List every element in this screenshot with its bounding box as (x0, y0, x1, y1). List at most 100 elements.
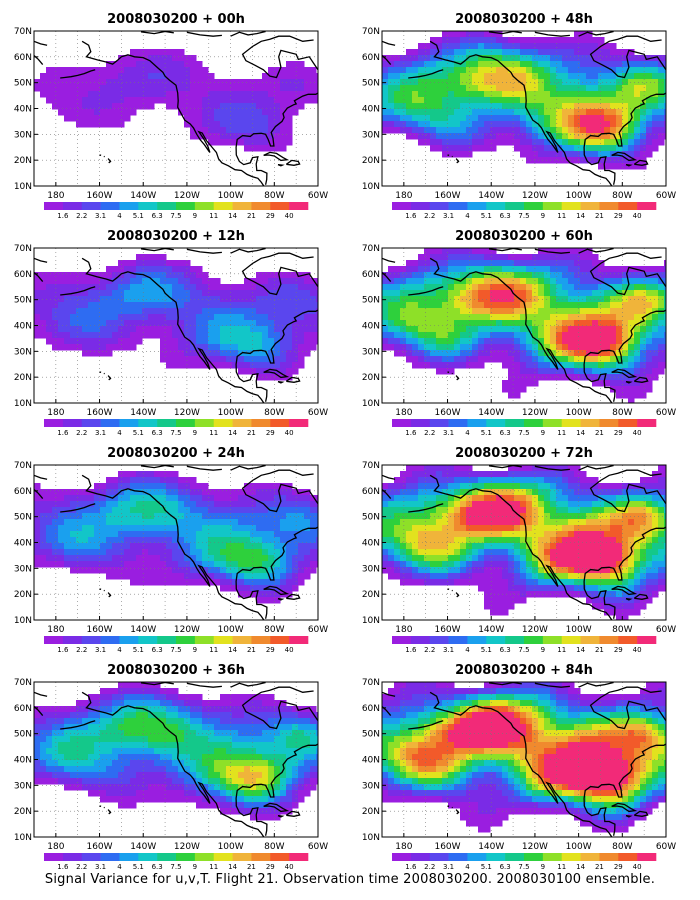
lon-label: 60W (656, 408, 676, 418)
colorbar-label: 7.5 (518, 646, 529, 654)
variance-field (382, 465, 666, 620)
panel-title: 2008030200 + 48h (455, 12, 593, 27)
colorbar-label: 2.2 (424, 429, 435, 437)
colorbar-label: 40 (285, 646, 294, 654)
lon-label: 60W (656, 842, 676, 852)
colorbar-swatch (448, 853, 468, 861)
colorbar-label: 6.3 (500, 429, 511, 437)
variance-field (34, 471, 318, 604)
lat-label: 30N (14, 781, 32, 791)
colorbar: 1.6 2.2 3.1 4 5.1 6.3 7.5 9 11 14 21 29 40 (44, 419, 309, 437)
colorbar-swatch (119, 636, 139, 644)
lon-label: 100W (218, 625, 244, 635)
lon-label: 180 (395, 842, 412, 852)
colorbar-swatch (429, 636, 449, 644)
lat-label: 20N (14, 156, 32, 166)
lon-label: 160W (86, 842, 112, 852)
lat-label: 40N (362, 539, 380, 549)
lat-label: 60N (14, 53, 32, 63)
colorbar-label: 5.1 (133, 646, 144, 654)
colorbar-swatch (580, 419, 600, 427)
lon-label: 60W (308, 625, 328, 635)
colorbar-swatch (251, 202, 271, 210)
panel-title: 2008030200 + 12h (107, 229, 245, 244)
lon-label: 140W (478, 625, 504, 635)
colorbar-swatch (637, 853, 657, 861)
colorbar-swatch (505, 636, 525, 644)
colorbar-swatch (542, 419, 563, 427)
lat-label: 10N (14, 182, 32, 192)
lat-label: 60N (362, 487, 380, 497)
lat-label: 20N (14, 807, 32, 817)
lat-label: 50N (362, 513, 380, 523)
colorbar-swatch (194, 636, 215, 644)
colorbar-label: 6.3 (152, 646, 163, 654)
lon-label: 180 (395, 408, 412, 418)
colorbar-swatch (410, 853, 431, 861)
colorbar-label: 3.1 (443, 429, 454, 437)
map-panel: 2008030200 + 72h 70N 60N 50N 40N 30N 20N 10N 180… (362, 446, 676, 654)
lat-label: 40N (14, 105, 32, 115)
colorbar-swatch (410, 636, 431, 644)
colorbar-swatch (580, 636, 600, 644)
lat-label: 10N (14, 399, 32, 409)
colorbar-label: 5.1 (133, 863, 144, 871)
colorbar-label: 1.6 (405, 863, 417, 871)
colorbar-swatch (392, 419, 412, 427)
lon-label: 120W (522, 191, 548, 201)
lon-label: 160W (86, 191, 112, 201)
lat-label: 70N (14, 244, 32, 254)
lat-label: 50N (14, 79, 32, 89)
colorbar-label: 9 (193, 429, 197, 437)
colorbar-label: 29 (266, 212, 275, 220)
lat-label: 40N (362, 756, 380, 766)
colorbar-swatch (486, 853, 506, 861)
colorbar-label: 7.5 (170, 429, 181, 437)
colorbar-swatch (392, 202, 412, 210)
lat-label: 70N (362, 461, 380, 471)
colorbar-swatch (44, 202, 64, 210)
colorbar-swatch (232, 853, 252, 861)
colorbar-label: 11 (557, 429, 566, 437)
lat-label: 30N (14, 130, 32, 140)
lat-label: 20N (362, 807, 380, 817)
panel-title: 2008030200 + 84h (455, 663, 593, 678)
lon-label: 100W (566, 842, 592, 852)
colorbar-swatch (44, 636, 64, 644)
colorbar-label: 3.1 (95, 646, 106, 654)
colorbar-swatch (448, 202, 468, 210)
colorbar-label: 29 (266, 429, 275, 437)
colorbar-swatch (100, 202, 120, 210)
coastlines (382, 465, 666, 620)
colorbar-swatch (289, 636, 309, 644)
lon-label: 100W (218, 191, 244, 201)
colorbar-label: 4 (465, 863, 470, 871)
colorbar-label: 11 (209, 212, 218, 220)
colorbar-label: 1.6 (57, 863, 69, 871)
colorbar-label: 40 (633, 212, 642, 220)
colorbar-swatch (100, 636, 120, 644)
lon-label: 140W (130, 408, 156, 418)
lat-label: 50N (362, 296, 380, 306)
colorbar-label: 5.1 (481, 429, 492, 437)
colorbar-label: 11 (209, 429, 218, 437)
colorbar-label: 5.1 (481, 646, 492, 654)
colorbar-label: 29 (614, 429, 623, 437)
lat-label: 40N (362, 105, 380, 115)
colorbar-label: 1.6 (57, 646, 69, 654)
lat-label: 30N (362, 564, 380, 574)
colorbar-swatch (62, 202, 83, 210)
colorbar-label: 40 (633, 429, 642, 437)
colorbar-label: 9 (541, 429, 545, 437)
colorbar-label: 9 (193, 863, 197, 871)
colorbar-label: 9 (193, 212, 197, 220)
colorbar-swatch (429, 419, 449, 427)
lon-label: 80W (612, 625, 632, 635)
lat-label: 20N (362, 156, 380, 166)
colorbar-swatch (289, 419, 309, 427)
coastlines (382, 248, 666, 403)
colorbar-label: 40 (285, 429, 294, 437)
colorbar-label: 11 (557, 646, 566, 654)
colorbar-label: 7.5 (518, 863, 529, 871)
